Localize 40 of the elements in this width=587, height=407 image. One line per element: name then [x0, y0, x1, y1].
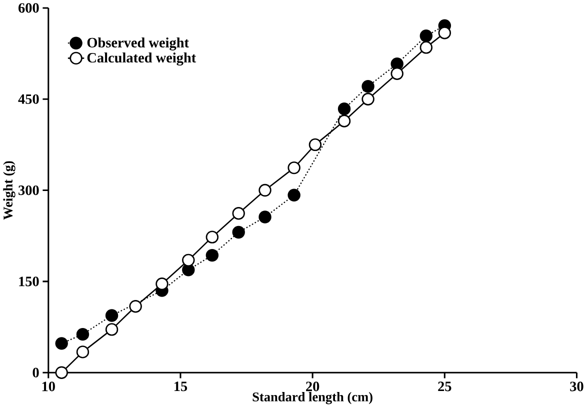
point	[55, 366, 68, 379]
point	[182, 254, 195, 266]
x-tick-label: 15	[174, 381, 188, 391]
point	[206, 248, 219, 262]
point	[206, 230, 219, 244]
y-tick-label: 450	[18, 94, 39, 104]
point	[258, 210, 272, 224]
point	[105, 308, 118, 322]
point	[338, 114, 351, 128]
point	[232, 226, 245, 238]
point	[232, 206, 245, 220]
point	[55, 336, 68, 350]
point	[288, 188, 300, 202]
point	[156, 277, 168, 290]
x-tick-label: 30	[570, 381, 584, 392]
x-axis-title: Standard length (cm)	[252, 392, 372, 404]
point	[308, 138, 322, 151]
y-tick-label: 0	[32, 368, 39, 378]
point	[362, 80, 374, 93]
point	[76, 345, 90, 358]
point	[438, 26, 451, 40]
y-tick-label: 300	[18, 185, 39, 195]
point	[105, 322, 118, 336]
point	[420, 40, 433, 54]
x-tick-label: 25	[438, 381, 452, 392]
x-tick-label: 20	[306, 381, 320, 392]
x-tick-label: 10	[42, 381, 55, 392]
legend-label: Observed weight	[87, 37, 189, 50]
point	[420, 29, 433, 42]
y-tick-label: 150	[19, 276, 39, 286]
point	[76, 328, 90, 340]
point	[338, 102, 351, 116]
point	[288, 161, 300, 174]
point	[258, 184, 272, 196]
point	[390, 67, 404, 80]
y-axis-title: Weight (g)	[3, 161, 16, 220]
legend-label: Calculated weight	[87, 52, 196, 66]
y-tick-label: 600	[18, 2, 39, 13]
point	[362, 92, 374, 106]
point	[129, 300, 142, 313]
